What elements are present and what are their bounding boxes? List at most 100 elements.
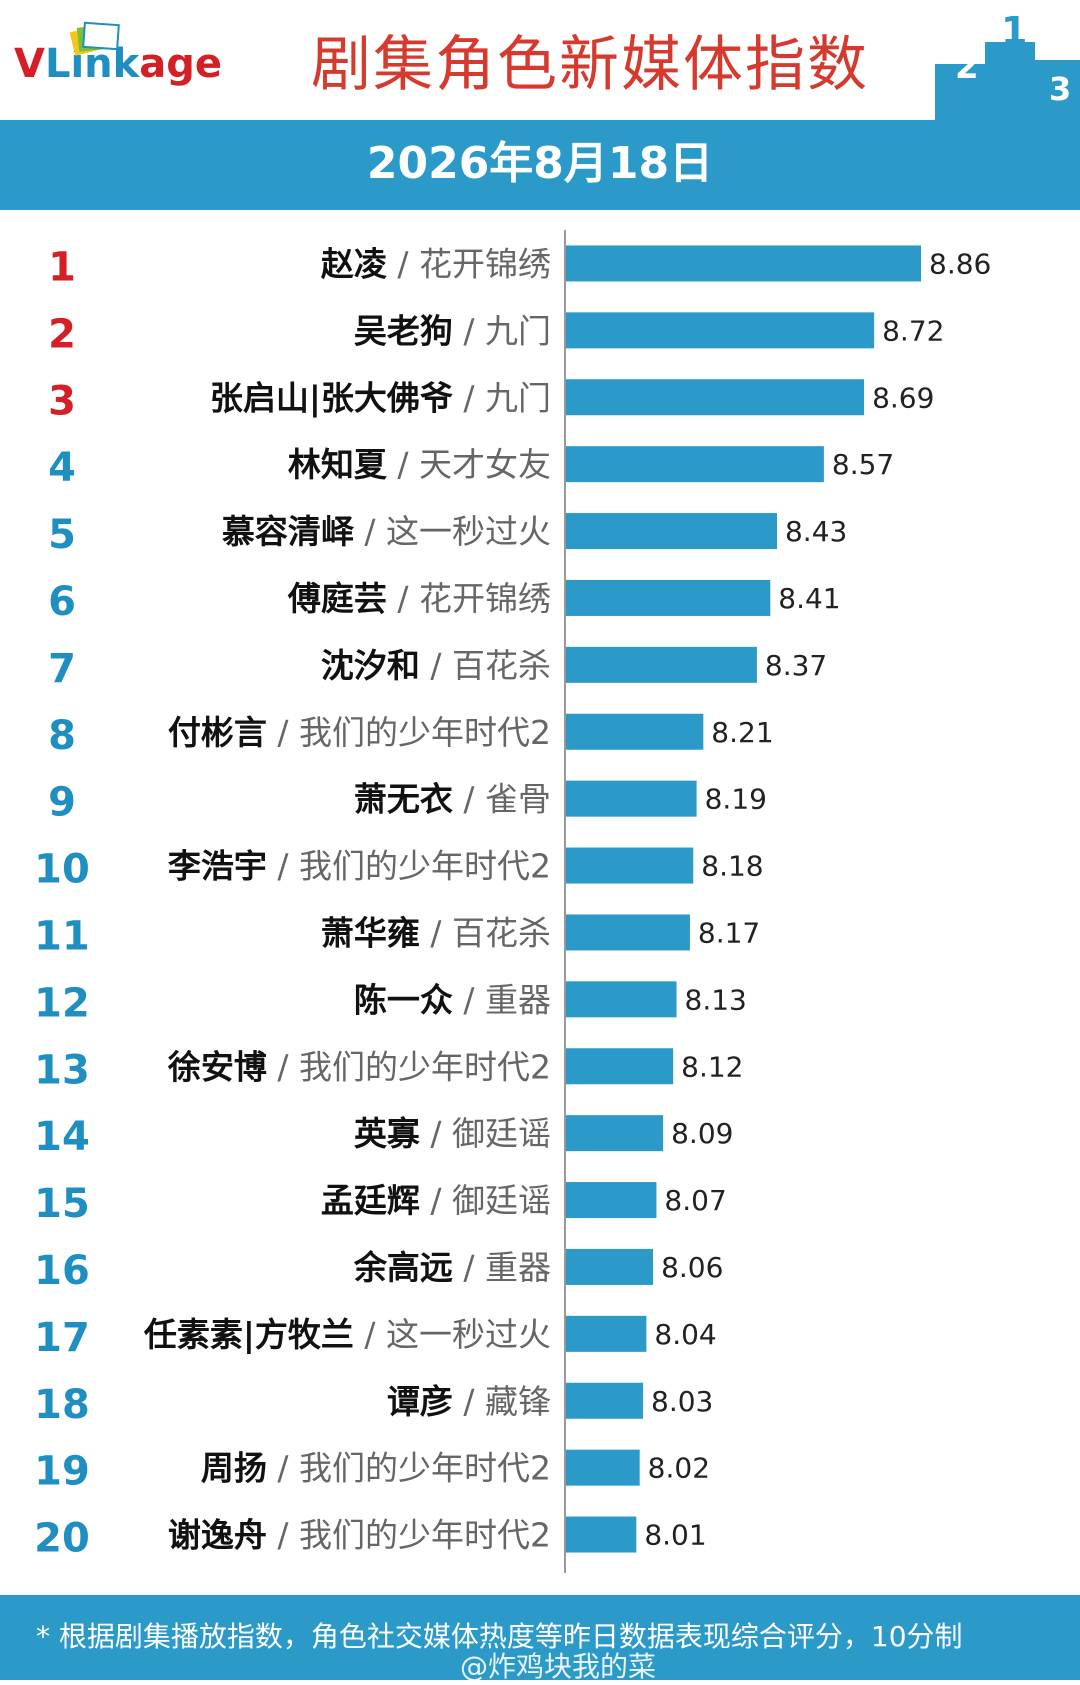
bar: [566, 579, 771, 616]
character-name: 谭彦: [387, 1382, 453, 1421]
bar: [566, 780, 697, 817]
bar-value-label: 8.86: [929, 247, 991, 280]
character-name: 英寡: [354, 1114, 421, 1153]
bar-value-label: 8.07: [664, 1184, 726, 1217]
drama-title: / 这一秒过火: [354, 512, 551, 551]
rank-number: 13: [34, 1047, 90, 1093]
bar: [566, 1248, 654, 1285]
bar: [566, 914, 690, 951]
bar-value-label: 8.37: [765, 649, 827, 682]
bar-value-label: 8.41: [778, 582, 840, 615]
logo-age: age: [139, 41, 223, 87]
row-label: 任素素|方牧兰 / 这一秒过火: [144, 1315, 551, 1354]
bar-value-label: 8.03: [651, 1385, 713, 1418]
bar-value-label: 8.18: [701, 850, 763, 883]
page-title: 剧集角色新媒体指数: [311, 30, 869, 100]
character-name: 付彬言: [168, 713, 267, 752]
bar: [566, 847, 694, 884]
bar-value-label: 8.43: [785, 515, 847, 548]
row-label: 陈一众 / 重器: [354, 980, 551, 1019]
bar: [566, 713, 704, 750]
date-banner: 2026年8月18日: [0, 120, 1080, 210]
character-name: 傅庭芸: [287, 579, 387, 618]
row-label: 林知夏 / 天才女友: [288, 445, 551, 484]
drama-title: / 花开锦绣: [387, 244, 551, 283]
row-label: 李浩宇 / 我们的少年时代2: [168, 847, 551, 886]
rank-number: 6: [48, 579, 76, 625]
character-name: 陈一众: [354, 980, 453, 1019]
drama-title: / 重器: [453, 1248, 551, 1287]
bar: [566, 1048, 674, 1085]
row-label: 萧无衣 / 雀骨: [354, 780, 551, 819]
character-name: 萧无衣: [354, 780, 453, 819]
bar: [566, 981, 677, 1018]
bar: [566, 379, 865, 416]
bar: [566, 646, 757, 683]
podium-icon: 2 1 3: [935, 14, 1080, 120]
podium-number-3: 3: [1049, 70, 1071, 108]
row-label: 英寡 / 御廷谣: [354, 1114, 551, 1153]
character-name: 任素素|方牧兰: [144, 1315, 354, 1354]
drama-title: / 我们的少年时代2: [267, 1449, 551, 1488]
drama-title: / 我们的少年时代2: [267, 1516, 551, 1555]
character-name: 李浩宇: [168, 847, 267, 886]
rank-number: 12: [34, 980, 90, 1026]
bar-value-label: 8.02: [648, 1452, 710, 1485]
drama-title: / 九门: [453, 311, 551, 350]
rank-number: 16: [34, 1248, 90, 1294]
bar: [566, 513, 777, 550]
character-name: 孟廷辉: [321, 1181, 420, 1220]
footer: * 根据剧集播放指数，角色社交媒体热度等昨日数据表现综合评分，10分制 @炸鸡块…: [0, 1595, 1080, 1683]
bar-value-label: 8.13: [685, 983, 747, 1016]
drama-title: / 我们的少年时代2: [267, 847, 551, 886]
row-label: 赵凌 / 花开锦绣: [321, 244, 551, 283]
podium-number-2: 2: [955, 47, 979, 87]
character-name: 慕容清峄: [222, 512, 355, 551]
rank-number: 4: [48, 445, 76, 491]
rank-number: 9: [48, 780, 76, 826]
rank-number: 1: [48, 244, 76, 290]
bar-value-label: 8.06: [661, 1251, 723, 1284]
drama-title: / 花开锦绣: [387, 579, 551, 618]
logo-cards-icon: [69, 21, 120, 56]
rank-number: 8: [48, 713, 76, 759]
bar-value-label: 8.09: [671, 1117, 733, 1150]
row-label: 付彬言 / 我们的少年时代2: [168, 713, 551, 752]
character-name: 沈汐和: [321, 646, 420, 685]
bar: [566, 446, 824, 483]
rank-number: 14: [34, 1114, 90, 1160]
bar: [566, 1315, 647, 1352]
date-label: 2026年8月18日: [366, 138, 714, 189]
drama-title: / 我们的少年时代2: [267, 1047, 551, 1086]
watermark: @炸鸡块我的菜: [460, 1650, 657, 1683]
rank-number: 19: [34, 1449, 90, 1495]
vlinkage-logo: VLinkage: [14, 21, 223, 88]
drama-title: / 百花杀: [420, 913, 551, 952]
rank-number: 18: [34, 1382, 90, 1428]
podium-number-1: 1: [1001, 14, 1027, 53]
character-name: 张启山|张大佛爷: [210, 378, 453, 417]
row-label: 徐安博 / 我们的少年时代2: [167, 1047, 551, 1086]
bar: [566, 1449, 640, 1486]
bar: [566, 1182, 657, 1219]
bar-value-label: 8.69: [872, 381, 934, 414]
row-label: 孟廷辉 / 御廷谣: [321, 1181, 551, 1220]
drama-title: / 重器: [453, 980, 551, 1019]
row-label: 傅庭芸 / 花开锦绣: [287, 579, 551, 618]
drama-title: / 我们的少年时代2: [267, 713, 551, 752]
bar-value-label: 8.72: [882, 314, 944, 347]
drama-title: / 这一秒过火: [354, 1315, 551, 1354]
rank-number: 3: [48, 378, 76, 424]
drama-title: / 百花杀: [420, 646, 551, 685]
rank-number: 20: [34, 1516, 90, 1562]
header: VLinkage 剧集角色新媒体指数 2 1 3: [0, 0, 1080, 120]
rank-number: 11: [34, 913, 90, 959]
bar-value-label: 8.12: [681, 1050, 743, 1083]
bar-value-label: 8.57: [832, 448, 894, 481]
drama-title: / 雀骨: [453, 780, 551, 819]
row-label: 吴老狗 / 九门: [354, 311, 551, 350]
bar-value-label: 8.19: [705, 783, 767, 816]
rank-number: 15: [34, 1181, 90, 1227]
character-name: 林知夏: [288, 445, 388, 484]
character-name: 徐安博: [167, 1047, 267, 1086]
